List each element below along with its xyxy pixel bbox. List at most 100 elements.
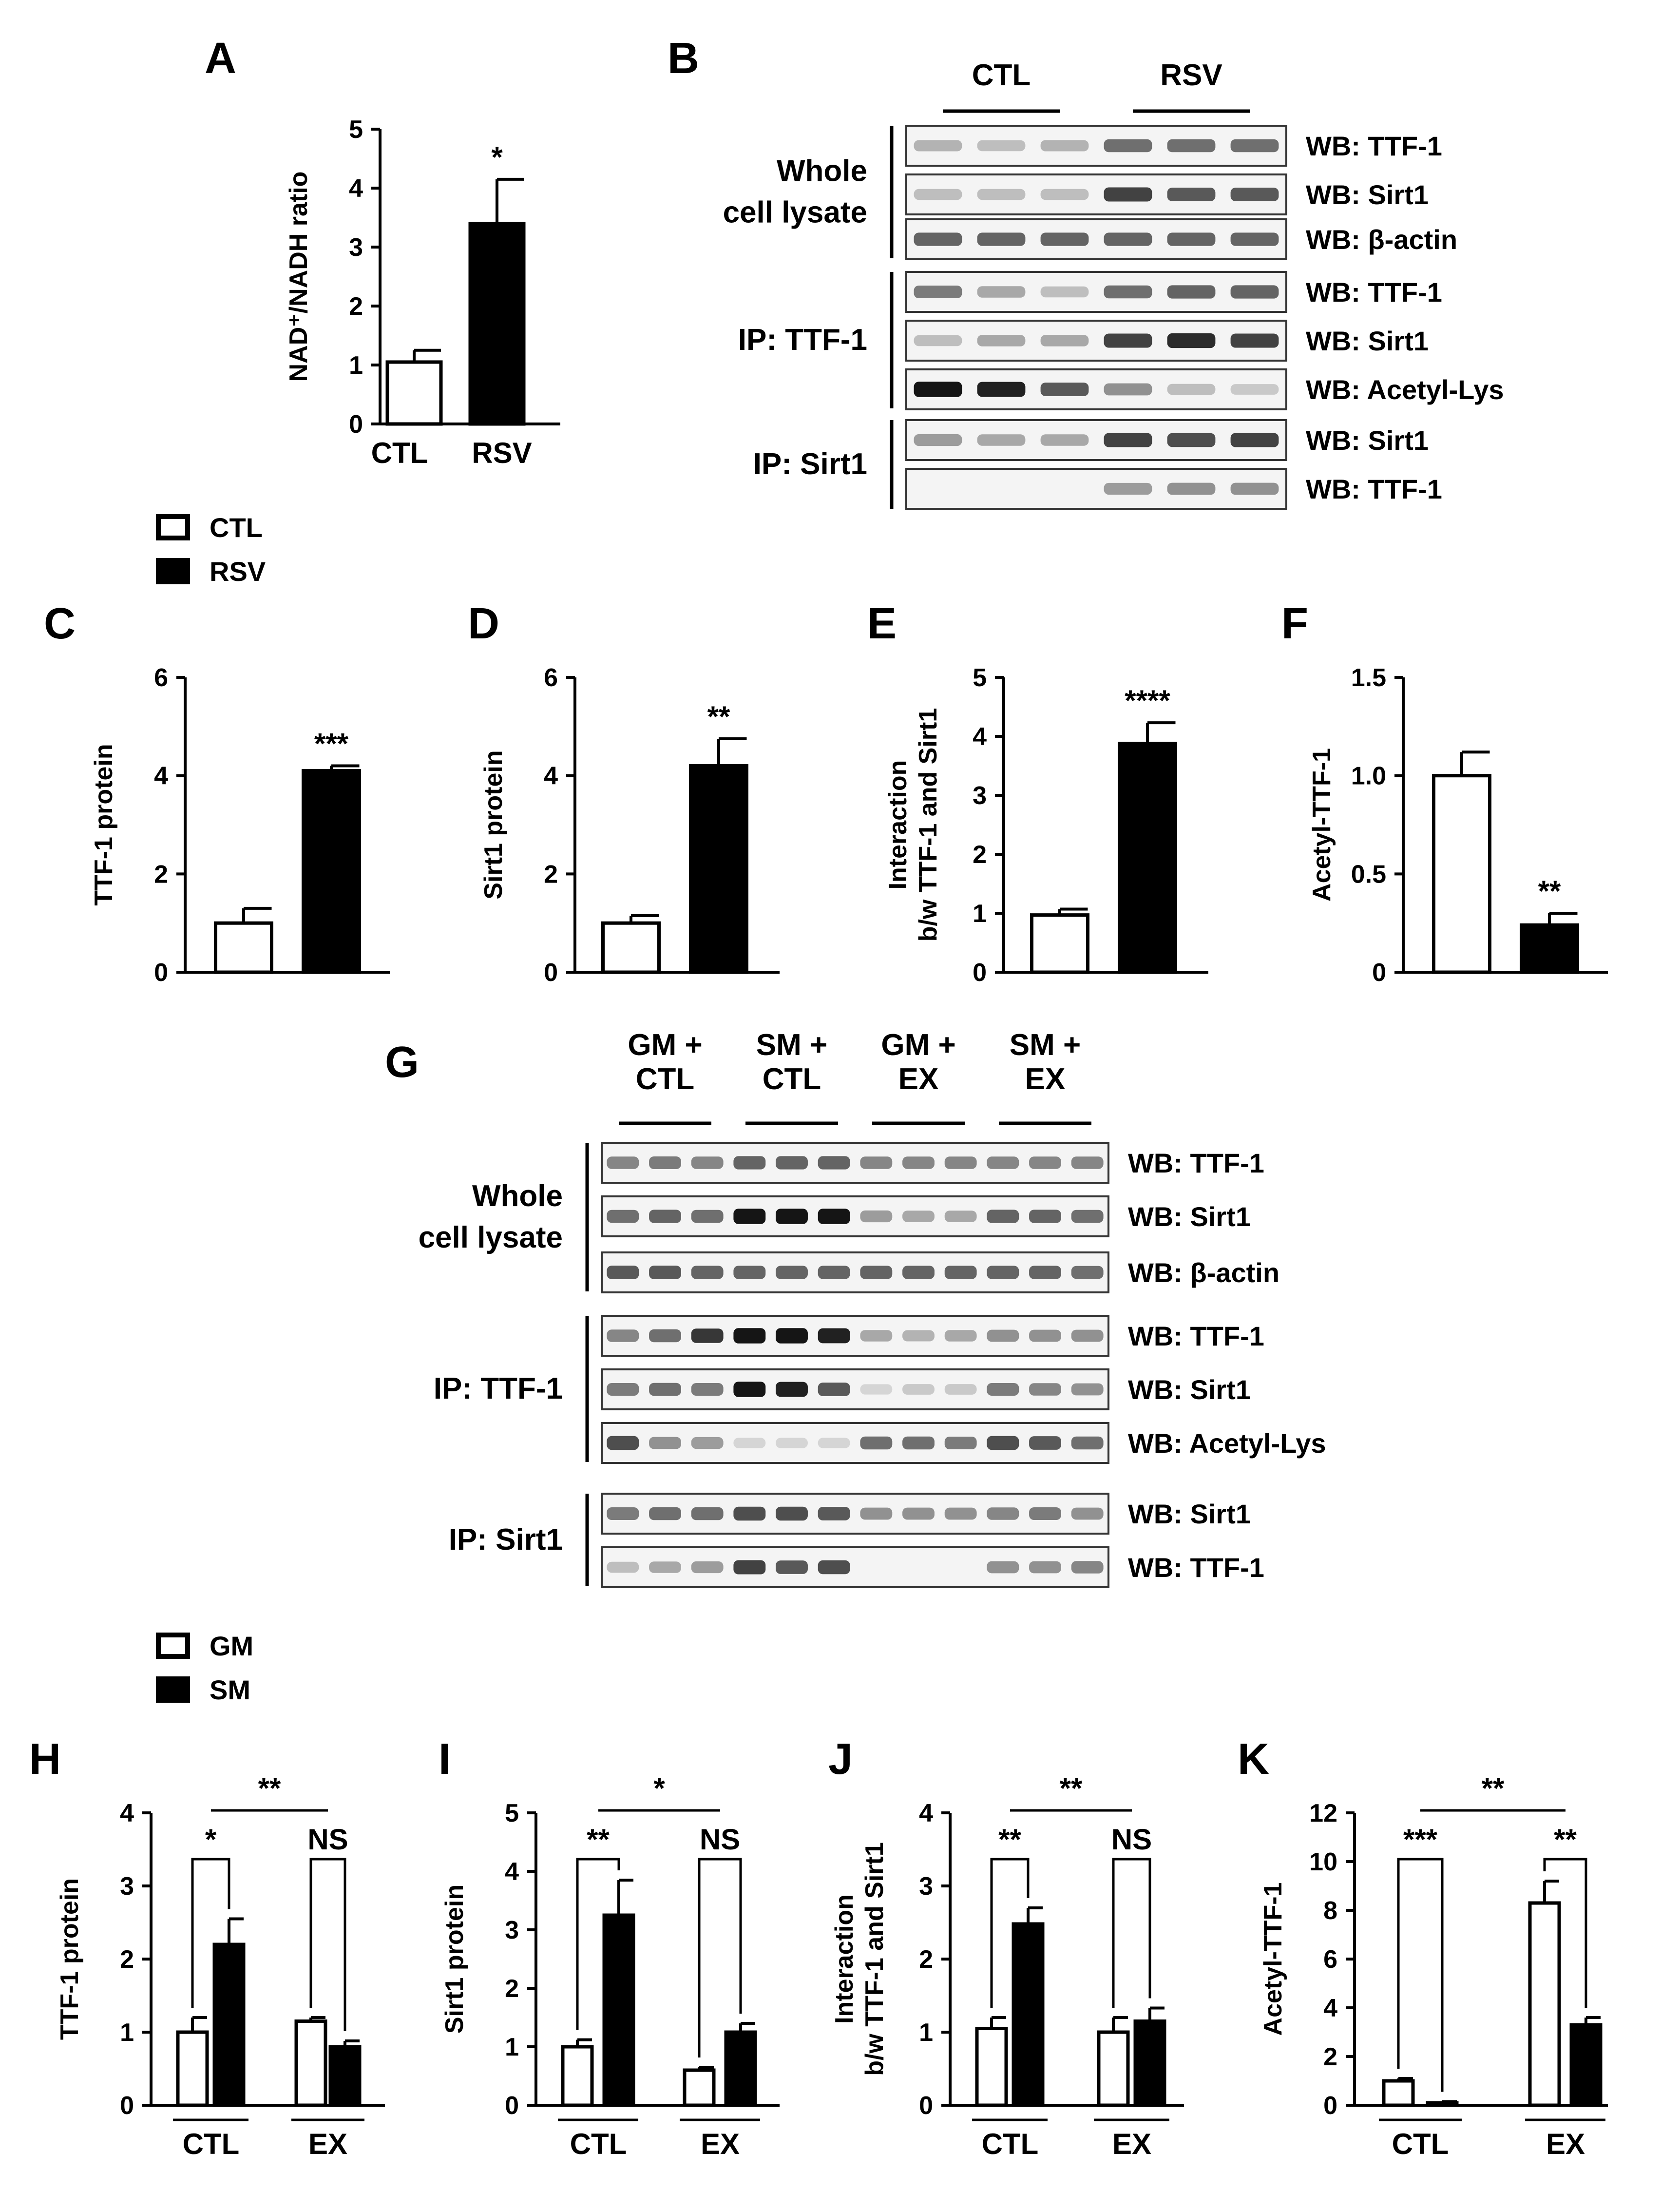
y-tick-label-c: 2 — [154, 860, 168, 888]
blot-panel-g: WB: TTF-1 WB: Sirt1 WB: β-actin WB: TTF-1 WB… — [419, 1028, 1326, 1588]
blot-band-g — [818, 1156, 850, 1170]
bar-h-ctl-sm — [212, 1942, 246, 2107]
blot-band-g — [1029, 1266, 1061, 1279]
bar-i-ex-sm — [724, 2030, 757, 2107]
y-tick-label-e: 5 — [973, 664, 987, 692]
blot-band-g — [944, 1266, 977, 1279]
blot-band-g — [607, 1329, 639, 1342]
y-tick-label-k: 10 — [1309, 1848, 1337, 1876]
blot-band-b — [1104, 187, 1152, 202]
blot-band-b — [1230, 384, 1279, 395]
blot-band-g — [818, 1209, 850, 1224]
y-tick-label-e: 0 — [973, 959, 987, 987]
blot-band-b — [914, 286, 962, 298]
within-significance-k: ** — [1554, 1823, 1577, 1856]
y-tick-label-j: 1 — [919, 2019, 933, 2047]
y-tick-label-h: 1 — [120, 2019, 134, 2047]
significance-f: ** — [1538, 875, 1561, 907]
blot-band-g — [691, 1328, 724, 1343]
blot-band-g — [691, 1266, 724, 1279]
y-tick-label-j: 3 — [919, 1872, 933, 1901]
blot-band-g — [902, 1330, 935, 1342]
blot-row-label-b: WB: β-actin — [1306, 224, 1457, 255]
within-significance-j: ** — [998, 1823, 1021, 1856]
group-label-j: CTL — [982, 2128, 1039, 2160]
blot-section-label-b: Whole — [777, 154, 867, 188]
blot-band-b — [1040, 335, 1089, 346]
blot-band-g — [649, 1383, 681, 1396]
y-tick-label-a: 0 — [349, 410, 363, 439]
panel-label-e: E — [867, 599, 897, 648]
legend-label-rsv: RSV — [210, 556, 266, 587]
y-axis-label-a: NAD⁺/NADH ratio — [285, 172, 313, 382]
within-bracket-j — [990, 1858, 1030, 2008]
blot-band-g — [691, 1210, 724, 1223]
within-significance-j: NS — [1111, 1823, 1152, 1856]
within-bracket-i — [698, 1858, 742, 2057]
blot-band-g — [1029, 1329, 1061, 1342]
blot-band-g — [860, 1436, 893, 1450]
blot-band-g — [944, 1384, 977, 1395]
within-significance-i: ** — [587, 1823, 610, 1856]
y-tick-label-i: 2 — [505, 1975, 519, 2003]
panel-label-i: I — [439, 1735, 451, 1784]
within-significance-i: NS — [700, 1823, 740, 1856]
blot-band-b — [1104, 433, 1152, 447]
blot-band-b — [1040, 286, 1089, 298]
y-axis-label-c: TTF-1 protein — [90, 744, 118, 905]
chart-panel-j: 0 1 2 3 4 Interaction b/w TTF-1 and Sirt1 CTL **… — [830, 1772, 1184, 2160]
blot-band-g — [818, 1560, 850, 1575]
blot-band-b — [1104, 139, 1152, 153]
blot-band-g — [649, 1266, 681, 1279]
blot-band-g — [902, 1436, 935, 1450]
bar-d-ctl — [601, 921, 661, 974]
blot-band-g — [691, 1383, 724, 1396]
blot-row-label-g: WB: Sirt1 — [1128, 1499, 1251, 1529]
y-tick-label-d: 2 — [544, 860, 558, 888]
blot-band-g — [776, 1209, 808, 1224]
significance-c: *** — [314, 728, 349, 760]
y-tick-label-k: 4 — [1323, 1994, 1337, 2022]
y-tick-label-i: 4 — [505, 1858, 519, 1886]
x-category-label-a: CTL — [371, 437, 428, 469]
blot-row-label-b: WB: TTF-1 — [1306, 474, 1442, 504]
blot-group-header-g: EX — [898, 1062, 939, 1096]
blot-band-b — [1040, 434, 1089, 446]
blot-strip-g — [601, 1493, 1109, 1535]
y-tick-label-j: 0 — [919, 2092, 933, 2120]
panel-label-b: B — [668, 34, 699, 83]
y-tick-label-i: 5 — [505, 1799, 519, 1827]
y-tick-label-k: 12 — [1309, 1799, 1337, 1827]
blot-section-label-g: cell lysate — [419, 1221, 563, 1254]
panel-label-k: K — [1238, 1735, 1269, 1784]
y-axis-label-k: Acetyl-TTF-1 — [1259, 1883, 1287, 2036]
blot-band-b — [1167, 285, 1216, 299]
panel-label-c: C — [44, 599, 76, 648]
chart-panel-c: 0 2 4 6 TTF-1 protein *** — [90, 664, 390, 987]
chart-panel-h: 0 1 2 3 4 TTF-1 protein CTL * EX NS ** — [56, 1772, 385, 2160]
legend-label-ctl: CTL — [210, 512, 263, 543]
between-significance-k: ** — [1482, 1772, 1505, 1805]
y-tick-label-a: 3 — [349, 233, 363, 262]
blot-group-header-g: SM + — [756, 1028, 827, 1062]
blot-band-g — [818, 1328, 850, 1344]
bar-i-ex-gm — [683, 2068, 716, 2107]
blot-band-g — [818, 1383, 850, 1396]
chart-panel-a: 0 1 2 3 4 5 NAD⁺/NADH ratio CTL RSV * — [285, 115, 560, 469]
bar-h-ex-gm — [294, 2019, 327, 2107]
blot-band-b — [1167, 482, 1216, 495]
blot-row-label-g: WB: Sirt1 — [1128, 1374, 1251, 1405]
y-tick-label-k: 6 — [1323, 1945, 1337, 1974]
blot-row-label-b: WB: Sirt1 — [1306, 425, 1429, 456]
blot-band-b — [1230, 333, 1279, 348]
y-tick-label-d: 4 — [544, 762, 558, 790]
blot-band-g — [607, 1210, 639, 1223]
blot-section-label-g: IP: TTF-1 — [434, 1372, 563, 1405]
group-label-h: EX — [308, 2128, 347, 2160]
blot-band-g — [691, 1561, 724, 1574]
blot-strip-b — [905, 468, 1287, 510]
blot-band-b — [977, 286, 1026, 298]
bar-c-rsv — [302, 769, 361, 974]
blot-band-g — [1029, 1507, 1061, 1520]
y-tick-label-a: 2 — [349, 292, 363, 321]
